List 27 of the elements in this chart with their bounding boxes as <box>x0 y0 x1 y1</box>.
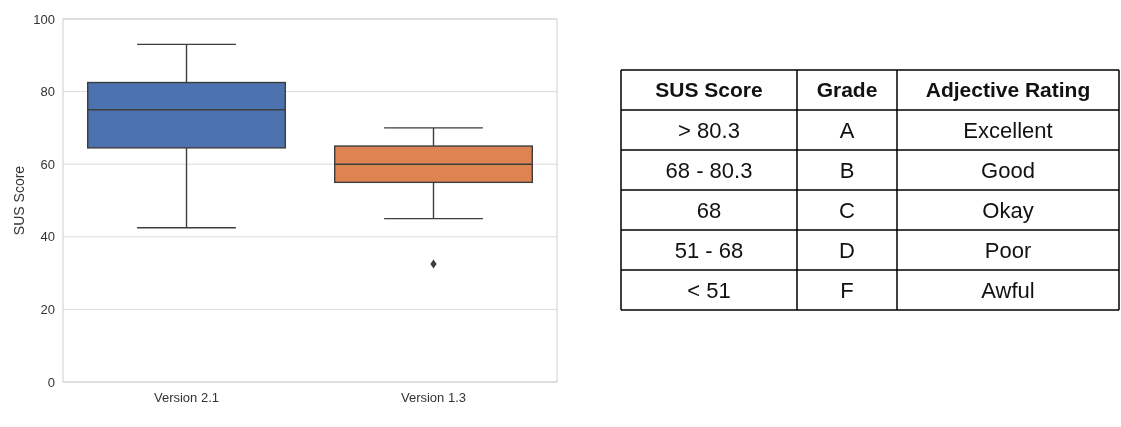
text: < 51 <box>687 277 731 303</box>
text: F <box>840 277 854 303</box>
text: 51 - 68 <box>674 237 744 263</box>
x-tick-label: Version 2.1 <box>153 390 220 405</box>
text: B <box>839 157 855 183</box>
text: > 80.3 <box>678 117 740 143</box>
y-tick-label: 60 <box>40 156 55 172</box>
text: Excellent <box>963 117 1053 143</box>
text: 68 - 80.3 <box>665 157 753 183</box>
y-tick-label: 100 <box>33 11 55 27</box>
text: Poor <box>984 237 1032 263</box>
category-label: Grade <box>816 78 878 102</box>
y-tick-label: 40 <box>40 229 55 245</box>
category-label: SUS Score <box>655 78 763 102</box>
x-tick-label: Version 1.3 <box>400 390 467 405</box>
y-tick-label: 0 <box>47 374 55 390</box>
y-tick-label: 80 <box>40 84 55 100</box>
y-tick-label: 20 <box>40 301 55 317</box>
category-label: Adjective Rating <box>925 78 1091 102</box>
text: Awful <box>981 277 1035 303</box>
text: D <box>839 237 855 263</box>
text: Good <box>981 157 1035 183</box>
text: C <box>839 197 855 223</box>
text: 68 <box>696 197 722 223</box>
text: A <box>839 117 855 143</box>
text: Okay <box>982 197 1034 223</box>
y-axis-title: SUS Score <box>11 165 27 236</box>
